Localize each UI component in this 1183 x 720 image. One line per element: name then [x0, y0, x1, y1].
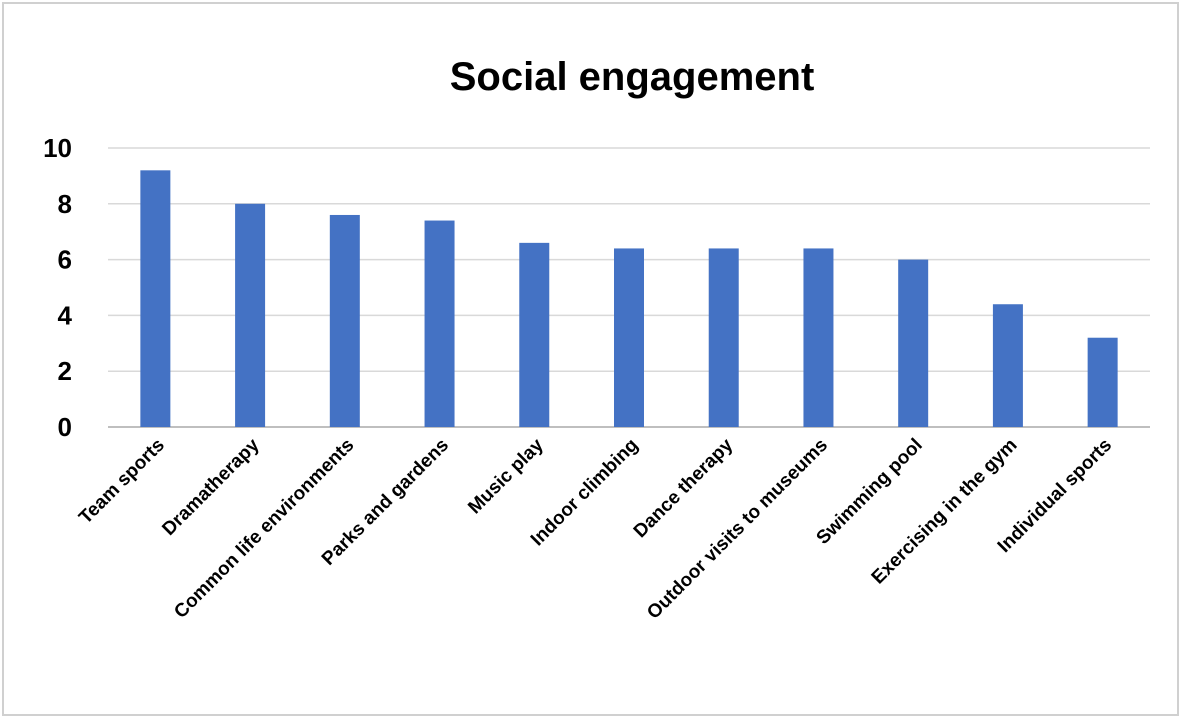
x-tick-label: Music play — [464, 434, 548, 518]
y-tick-label: 8 — [58, 189, 72, 219]
x-tick-label: Common life environments — [170, 435, 358, 623]
y-axis-ticks: 0 2 4 6 8 10 — [43, 133, 72, 442]
x-tick-label: Outdoor visits to museums — [643, 435, 832, 624]
x-tick-label: Dramatherapy — [158, 434, 264, 540]
bar — [614, 248, 644, 427]
y-tick-label: 6 — [58, 245, 72, 275]
y-tick-label: 0 — [58, 412, 72, 442]
bar — [803, 248, 834, 427]
chart-title: Social engagement — [450, 55, 815, 99]
y-tick-label: 10 — [43, 133, 72, 163]
gridlines — [108, 147, 1150, 428]
bar — [1087, 337, 1118, 427]
y-tick-label: 2 — [58, 356, 72, 386]
bar — [898, 259, 929, 427]
x-tick-label: Dance therapy — [630, 434, 738, 542]
x-tick-label: Team sports — [75, 435, 169, 529]
bar — [424, 220, 455, 427]
bar — [708, 248, 739, 427]
bar — [329, 214, 360, 427]
bar — [519, 242, 550, 427]
y-tick-label: 4 — [58, 300, 73, 330]
bar — [140, 170, 171, 427]
bars — [140, 170, 1118, 427]
bar — [992, 304, 1023, 427]
bar — [235, 203, 266, 427]
